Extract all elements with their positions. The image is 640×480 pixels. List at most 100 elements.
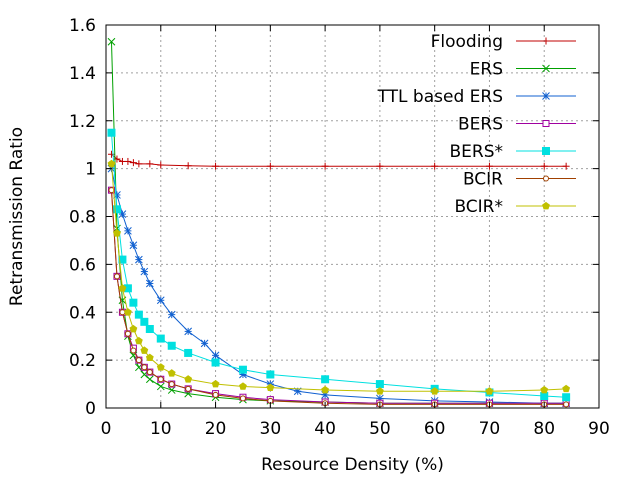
data-point (130, 347, 137, 354)
data-point (266, 383, 275, 391)
x-tick-label: 80 (533, 419, 555, 439)
data-point (542, 92, 550, 100)
legend-label: TTL based ERS (377, 87, 503, 107)
grid (106, 25, 599, 408)
x-tick-label: 70 (479, 419, 501, 439)
series-5 (108, 187, 570, 408)
legend-label: ERS (470, 60, 503, 80)
data-point (212, 391, 219, 398)
data-point (124, 330, 131, 337)
legend-entry: TTL based ERS (377, 87, 576, 107)
series-6 (107, 159, 571, 395)
data-point (376, 162, 384, 170)
series-0 (107, 150, 570, 170)
data-point (145, 375, 154, 384)
legend-entry: Flooding (431, 32, 576, 52)
data-point (485, 162, 493, 170)
y-tick-label: 1.4 (69, 64, 96, 84)
y-axis-label: Retransmission Ratio (7, 127, 27, 306)
data-point (542, 64, 550, 73)
data-point (129, 298, 138, 307)
data-point (542, 147, 550, 155)
data-point (375, 380, 384, 389)
legend-label: BERS* (449, 142, 503, 162)
data-point (430, 387, 439, 395)
data-point (542, 201, 550, 210)
data-point (140, 267, 149, 276)
data-point (211, 379, 220, 388)
data-point (113, 273, 120, 280)
legend-entry: BCIR* (454, 197, 576, 217)
data-point (156, 382, 165, 391)
legend-entry: BERS (458, 115, 576, 135)
data-point (167, 310, 176, 319)
data-point (184, 375, 193, 383)
legend-label: Flooding (431, 32, 503, 52)
data-point (107, 128, 116, 137)
x-axis-label: Resource Density (%) (261, 455, 444, 475)
data-point (321, 385, 330, 394)
data-point (211, 358, 220, 367)
series-3 (107, 186, 570, 407)
plot-series (107, 37, 571, 408)
data-point (135, 357, 142, 364)
x-tick-label: 10 (150, 419, 172, 439)
legend-label: BCIR* (454, 197, 503, 217)
x-tick-label: 0 (101, 419, 112, 439)
data-point (184, 162, 192, 170)
data-point (134, 336, 143, 345)
data-point (129, 159, 137, 167)
data-point (135, 255, 143, 264)
data-point (135, 160, 143, 168)
data-point (542, 37, 550, 45)
data-point (185, 385, 192, 392)
x-tick-label: 60 (424, 419, 446, 439)
data-point (184, 327, 193, 336)
data-point (118, 255, 127, 264)
data-point (107, 150, 115, 158)
data-point (321, 162, 329, 170)
data-point (563, 401, 570, 408)
data-point (184, 348, 193, 357)
series-2 (107, 164, 570, 408)
data-point (129, 324, 138, 333)
data-point (431, 162, 439, 170)
series-line (110, 168, 567, 404)
y-tick-label: 0.8 (69, 208, 96, 228)
data-point (156, 296, 165, 305)
data-point (146, 160, 154, 168)
data-point (543, 175, 549, 182)
y-tick-label: 0 (85, 399, 96, 419)
data-point (212, 162, 220, 170)
data-point (167, 369, 176, 377)
series-line (110, 190, 567, 405)
x-tick-label: 50 (369, 419, 391, 439)
legend-label: BERS (458, 115, 503, 135)
data-point (145, 279, 154, 288)
data-point (107, 159, 116, 168)
data-point (124, 227, 132, 235)
data-point (146, 369, 153, 376)
data-point (562, 384, 571, 393)
data-point (124, 157, 132, 165)
data-point (129, 241, 138, 250)
x-tick-label: 20 (205, 419, 227, 439)
y-tick-label: 0.2 (69, 351, 96, 371)
data-point (239, 382, 247, 390)
axis-ticks: 0 10 20 30 40 50 60 70 80 90 0 0.2 0.4 0.6 0.8 1 1.2 1.4 1… (69, 16, 610, 439)
y-tick-label: 1.2 (69, 112, 96, 132)
data-point (266, 162, 274, 170)
legend-entry: BCIR (463, 170, 576, 190)
data-point (167, 386, 176, 394)
y-tick-label: 1.6 (69, 16, 96, 36)
data-point (238, 365, 247, 374)
legend-entry: BERS* (449, 142, 576, 162)
data-point (157, 161, 165, 169)
legend: Flooding ERS TTL based ERS BERS BERS* BCIR BCI… (377, 32, 576, 217)
x-tick-label: 90 (588, 419, 610, 439)
data-point (540, 385, 549, 394)
data-point (167, 341, 176, 350)
data-point (540, 162, 548, 170)
data-point (113, 229, 121, 237)
data-point (134, 310, 143, 319)
